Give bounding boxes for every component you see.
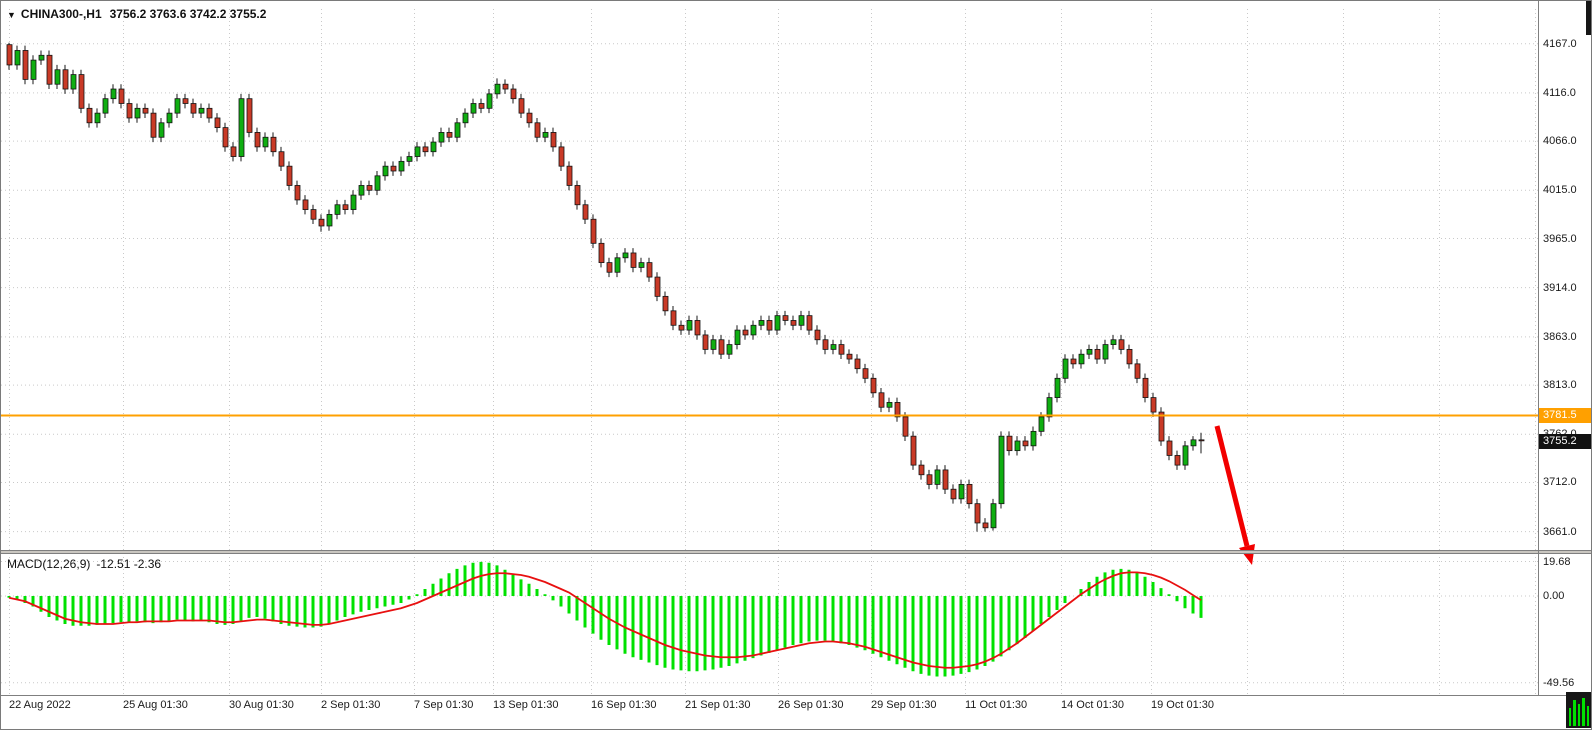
time-tick-label: 16 Sep 01:30: [591, 699, 657, 711]
macd-tick-label: 0.00: [1543, 590, 1565, 602]
price-axis-separator: [1538, 1, 1539, 695]
price-tick-label: 3914.0: [1543, 281, 1577, 294]
mini-volume-bar: [1586, 706, 1590, 726]
time-tick-label: 29 Sep 01:30: [871, 699, 937, 711]
time-tick-label: 21 Sep 01:30: [685, 699, 751, 711]
hline-price-badge: 3781.5: [1539, 408, 1591, 424]
mini-volume-bar: [1582, 698, 1585, 726]
price-tick-label: 4015.0: [1543, 184, 1577, 197]
price-tick-label: 4116.0: [1543, 86, 1576, 99]
time-tick-label: 30 Aug 01:30: [229, 699, 294, 711]
symbol-label: CHINA300-,H1: [20, 7, 102, 21]
time-tick-label: 14 Oct 01:30: [1061, 699, 1124, 711]
price-tick-label: 4066.0: [1543, 135, 1577, 148]
macd-tick-label: 19.68: [1543, 555, 1571, 568]
macd-values: -12.51 -2.36: [96, 557, 162, 571]
panel-separator[interactable]: [1, 550, 1591, 554]
time-axis[interactable]: 22 Aug 2022 25 Aug 01:30 30 Aug 01:30 2 Sep…: [1, 699, 1591, 721]
price-tick-label: 3813.0: [1543, 379, 1577, 392]
time-tick-label: 19 Oct 01:30: [1151, 699, 1214, 711]
mini-volume-bar: [1569, 708, 1572, 726]
price-tick-label: 3863.0: [1543, 330, 1577, 343]
macd-tick-label: -49.56: [1543, 676, 1575, 689]
chart-canvas[interactable]: [1, 1, 1538, 696]
price-tick-label: 3661.0: [1543, 525, 1577, 538]
time-tick-label: 11 Oct 01:30: [965, 699, 1028, 711]
symbol-dropdown-icon[interactable]: ▼: [7, 10, 16, 20]
price-tick-label: 4167.0: [1543, 37, 1577, 50]
vertical-scrollbar-thumb[interactable]: [1586, 1, 1591, 35]
mini-volume-bar: [1573, 700, 1576, 726]
macd-indicator-label: MACD(12,26,9): [7, 557, 91, 571]
ohlc-values: 3756.2 3763.6 3742.2 3755.2: [109, 7, 267, 21]
time-tick-label: 7 Sep 01:30: [414, 699, 474, 711]
time-tick-label: 26 Sep 01:30: [778, 699, 844, 711]
macd-header: MACD(12,26,9) -12.51 -2.36: [7, 557, 161, 571]
time-axis-separator: [1, 695, 1591, 696]
time-tick-label: 25 Aug 01:30: [123, 699, 188, 711]
price-tick-label: 3712.0: [1543, 476, 1577, 489]
time-tick-label: 22 Aug 2022: [9, 699, 71, 711]
price-axis[interactable]: 3781.5 3755.2 4167.0 4116.0 4066.0 4015.0 39…: [1539, 1, 1591, 695]
price-tick-label: 3965.0: [1543, 232, 1577, 245]
mini-volume-widget: [1566, 692, 1591, 728]
chart-header: ▼ CHINA300-,H1 3756.2 3763.6 3742.2 3755.2: [7, 7, 266, 21]
mini-volume-bar: [1577, 704, 1581, 726]
time-tick-label: 13 Sep 01:30: [493, 699, 559, 711]
last-price-badge: 3755.2: [1539, 433, 1591, 449]
time-tick-label: 2 Sep 01:30: [321, 699, 381, 711]
